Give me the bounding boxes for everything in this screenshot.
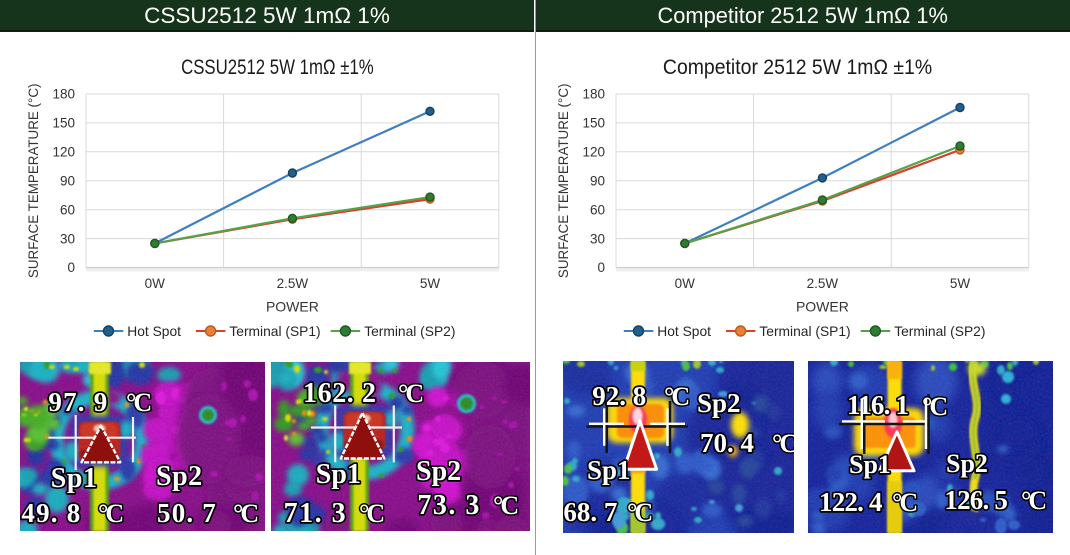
svg-text:0W: 0W	[145, 276, 166, 291]
svg-text:60: 60	[589, 202, 604, 217]
svg-text:°C: °C	[359, 499, 383, 528]
svg-text:SURFACE TEMPERATURE (°C): SURFACE TEMPERATURE (°C)	[26, 84, 41, 279]
svg-text:°C: °C	[398, 379, 422, 408]
svg-text:Hot Spot: Hot Spot	[127, 324, 181, 339]
svg-text:122. 4: 122. 4	[819, 487, 882, 517]
svg-text:°C: °C	[126, 388, 150, 417]
svg-text:70. 4: 70. 4	[700, 428, 754, 458]
svg-text:116. 1: 116. 1	[847, 390, 909, 420]
svg-text:60: 60	[60, 202, 75, 217]
svg-text:°C: °C	[1021, 486, 1045, 515]
svg-text:°C: °C	[627, 498, 651, 527]
svg-text:162. 2: 162. 2	[303, 378, 377, 409]
svg-text:Sp2: Sp2	[946, 449, 988, 478]
svg-text:73. 3: 73. 3	[417, 490, 481, 521]
svg-text:150: 150	[582, 116, 605, 131]
svg-text:49. 8: 49. 8	[21, 498, 81, 528]
svg-text:°C: °C	[892, 488, 916, 517]
svg-text:°C: °C	[772, 429, 794, 458]
svg-text:°C: °C	[233, 499, 257, 528]
svg-text:Sp1: Sp1	[51, 463, 98, 494]
svg-text:0: 0	[67, 260, 75, 275]
svg-text:0W: 0W	[674, 276, 695, 291]
svg-text:SURFACE TEMPERATURE (°C): SURFACE TEMPERATURE (°C)	[556, 84, 571, 279]
svg-text:Sp1: Sp1	[849, 450, 891, 479]
svg-text:Terminal (SP2): Terminal (SP2)	[894, 324, 985, 339]
svg-text:5W: 5W	[420, 276, 441, 291]
svg-text:Sp2: Sp2	[156, 461, 203, 492]
svg-text:2.5W: 2.5W	[277, 276, 309, 291]
svg-text:120: 120	[582, 145, 605, 160]
svg-text:0: 0	[597, 260, 605, 275]
svg-text:90: 90	[60, 174, 75, 189]
svg-text:180: 180	[582, 87, 605, 102]
svg-text:°C: °C	[664, 382, 688, 411]
svg-text:126. 5: 126. 5	[944, 485, 1007, 515]
svg-text:71. 3: 71. 3	[284, 498, 348, 529]
svg-text:Terminal (SP2): Terminal (SP2)	[364, 324, 455, 339]
svg-text:92. 8: 92. 8	[592, 381, 646, 411]
svg-text:180: 180	[52, 87, 75, 102]
svg-text:30: 30	[60, 231, 75, 246]
svg-text:Hot Spot: Hot Spot	[657, 324, 711, 339]
svg-text:Sp2: Sp2	[416, 456, 461, 487]
svg-text:2.5W: 2.5W	[806, 276, 838, 291]
svg-text:Terminal (SP1): Terminal (SP1)	[759, 324, 850, 339]
svg-text:90: 90	[589, 174, 604, 189]
svg-text:Sp2: Sp2	[697, 388, 741, 418]
svg-text:POWER: POWER	[266, 299, 319, 315]
svg-text:150: 150	[52, 116, 75, 131]
svg-text:68. 7: 68. 7	[563, 497, 617, 527]
svg-text:Terminal (SP1): Terminal (SP1)	[229, 324, 320, 339]
svg-text:30: 30	[589, 231, 604, 246]
svg-text:POWER: POWER	[795, 299, 848, 315]
svg-text:5W: 5W	[949, 276, 970, 291]
svg-text:120: 120	[52, 145, 75, 160]
svg-text:°C: °C	[98, 499, 122, 528]
svg-text:°C: °C	[493, 491, 517, 520]
svg-text:Sp1: Sp1	[316, 459, 361, 490]
svg-text:97. 9: 97. 9	[48, 387, 108, 417]
svg-text:50. 7: 50. 7	[157, 498, 217, 528]
svg-text:Sp1: Sp1	[587, 455, 631, 485]
